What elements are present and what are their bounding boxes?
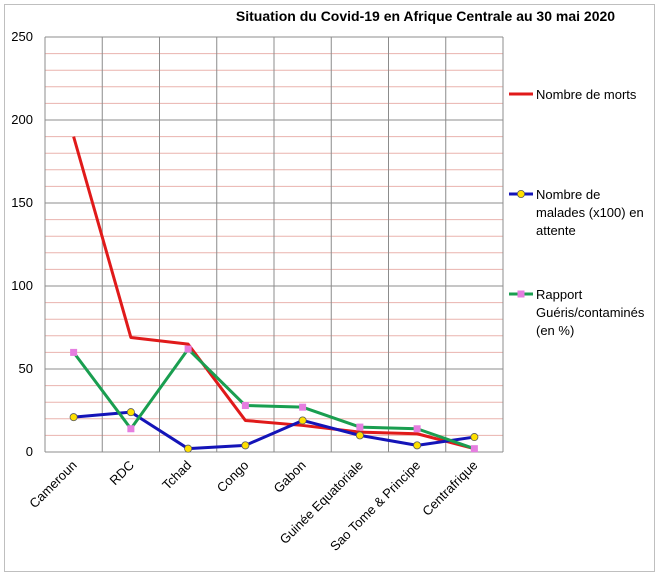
- x-tick-label: Centrafrique: [419, 458, 480, 519]
- data-point: [470, 433, 479, 442]
- data-point: [126, 408, 135, 417]
- x-tick-label: Congo: [214, 458, 252, 496]
- y-tick-label: 250: [11, 29, 33, 44]
- data-point: [69, 413, 78, 422]
- data-point: [70, 348, 78, 356]
- legend-marker: [517, 189, 526, 198]
- data-point: [298, 416, 307, 425]
- data-point: [241, 402, 249, 410]
- legend-label: Nombre de: [536, 187, 600, 202]
- y-tick-label: 0: [26, 444, 33, 459]
- legend-label: Guéris/contaminés: [536, 305, 645, 320]
- legend-label: malades (x100) en: [536, 205, 644, 220]
- legend-label: (en %): [536, 323, 574, 338]
- chart-frame: Situation du Covid-19 en Afrique Central…: [4, 4, 655, 572]
- data-point: [241, 441, 250, 450]
- y-tick-label: 100: [11, 278, 33, 293]
- chart-title: Situation du Covid-19 en Afrique Central…: [235, 8, 616, 24]
- legend-label: Nombre de morts: [536, 87, 637, 102]
- legend-label: Rapport: [536, 287, 583, 302]
- data-point: [299, 403, 307, 411]
- series-line-3: [72, 347, 475, 451]
- x-tick-label: RDC: [106, 458, 137, 489]
- data-point: [355, 431, 364, 440]
- series-line-1: [72, 136, 475, 451]
- x-tick-label: Gabon: [271, 458, 309, 496]
- data-point: [413, 425, 421, 433]
- x-tick-label: Tchad: [159, 458, 194, 493]
- y-tick-label: 200: [11, 112, 33, 127]
- data-point: [127, 425, 135, 433]
- series-line-2: [73, 410, 475, 451]
- data-point: [356, 423, 364, 431]
- y-tick-label: 150: [11, 195, 33, 210]
- data-point: [184, 345, 192, 353]
- x-tick-label: Cameroun: [26, 458, 80, 512]
- data-point: [470, 445, 478, 453]
- legend-marker: [517, 290, 525, 298]
- legend-label: attente: [536, 223, 576, 238]
- y-tick-label: 50: [19, 361, 33, 376]
- data-point: [184, 444, 193, 453]
- data-point: [413, 441, 422, 450]
